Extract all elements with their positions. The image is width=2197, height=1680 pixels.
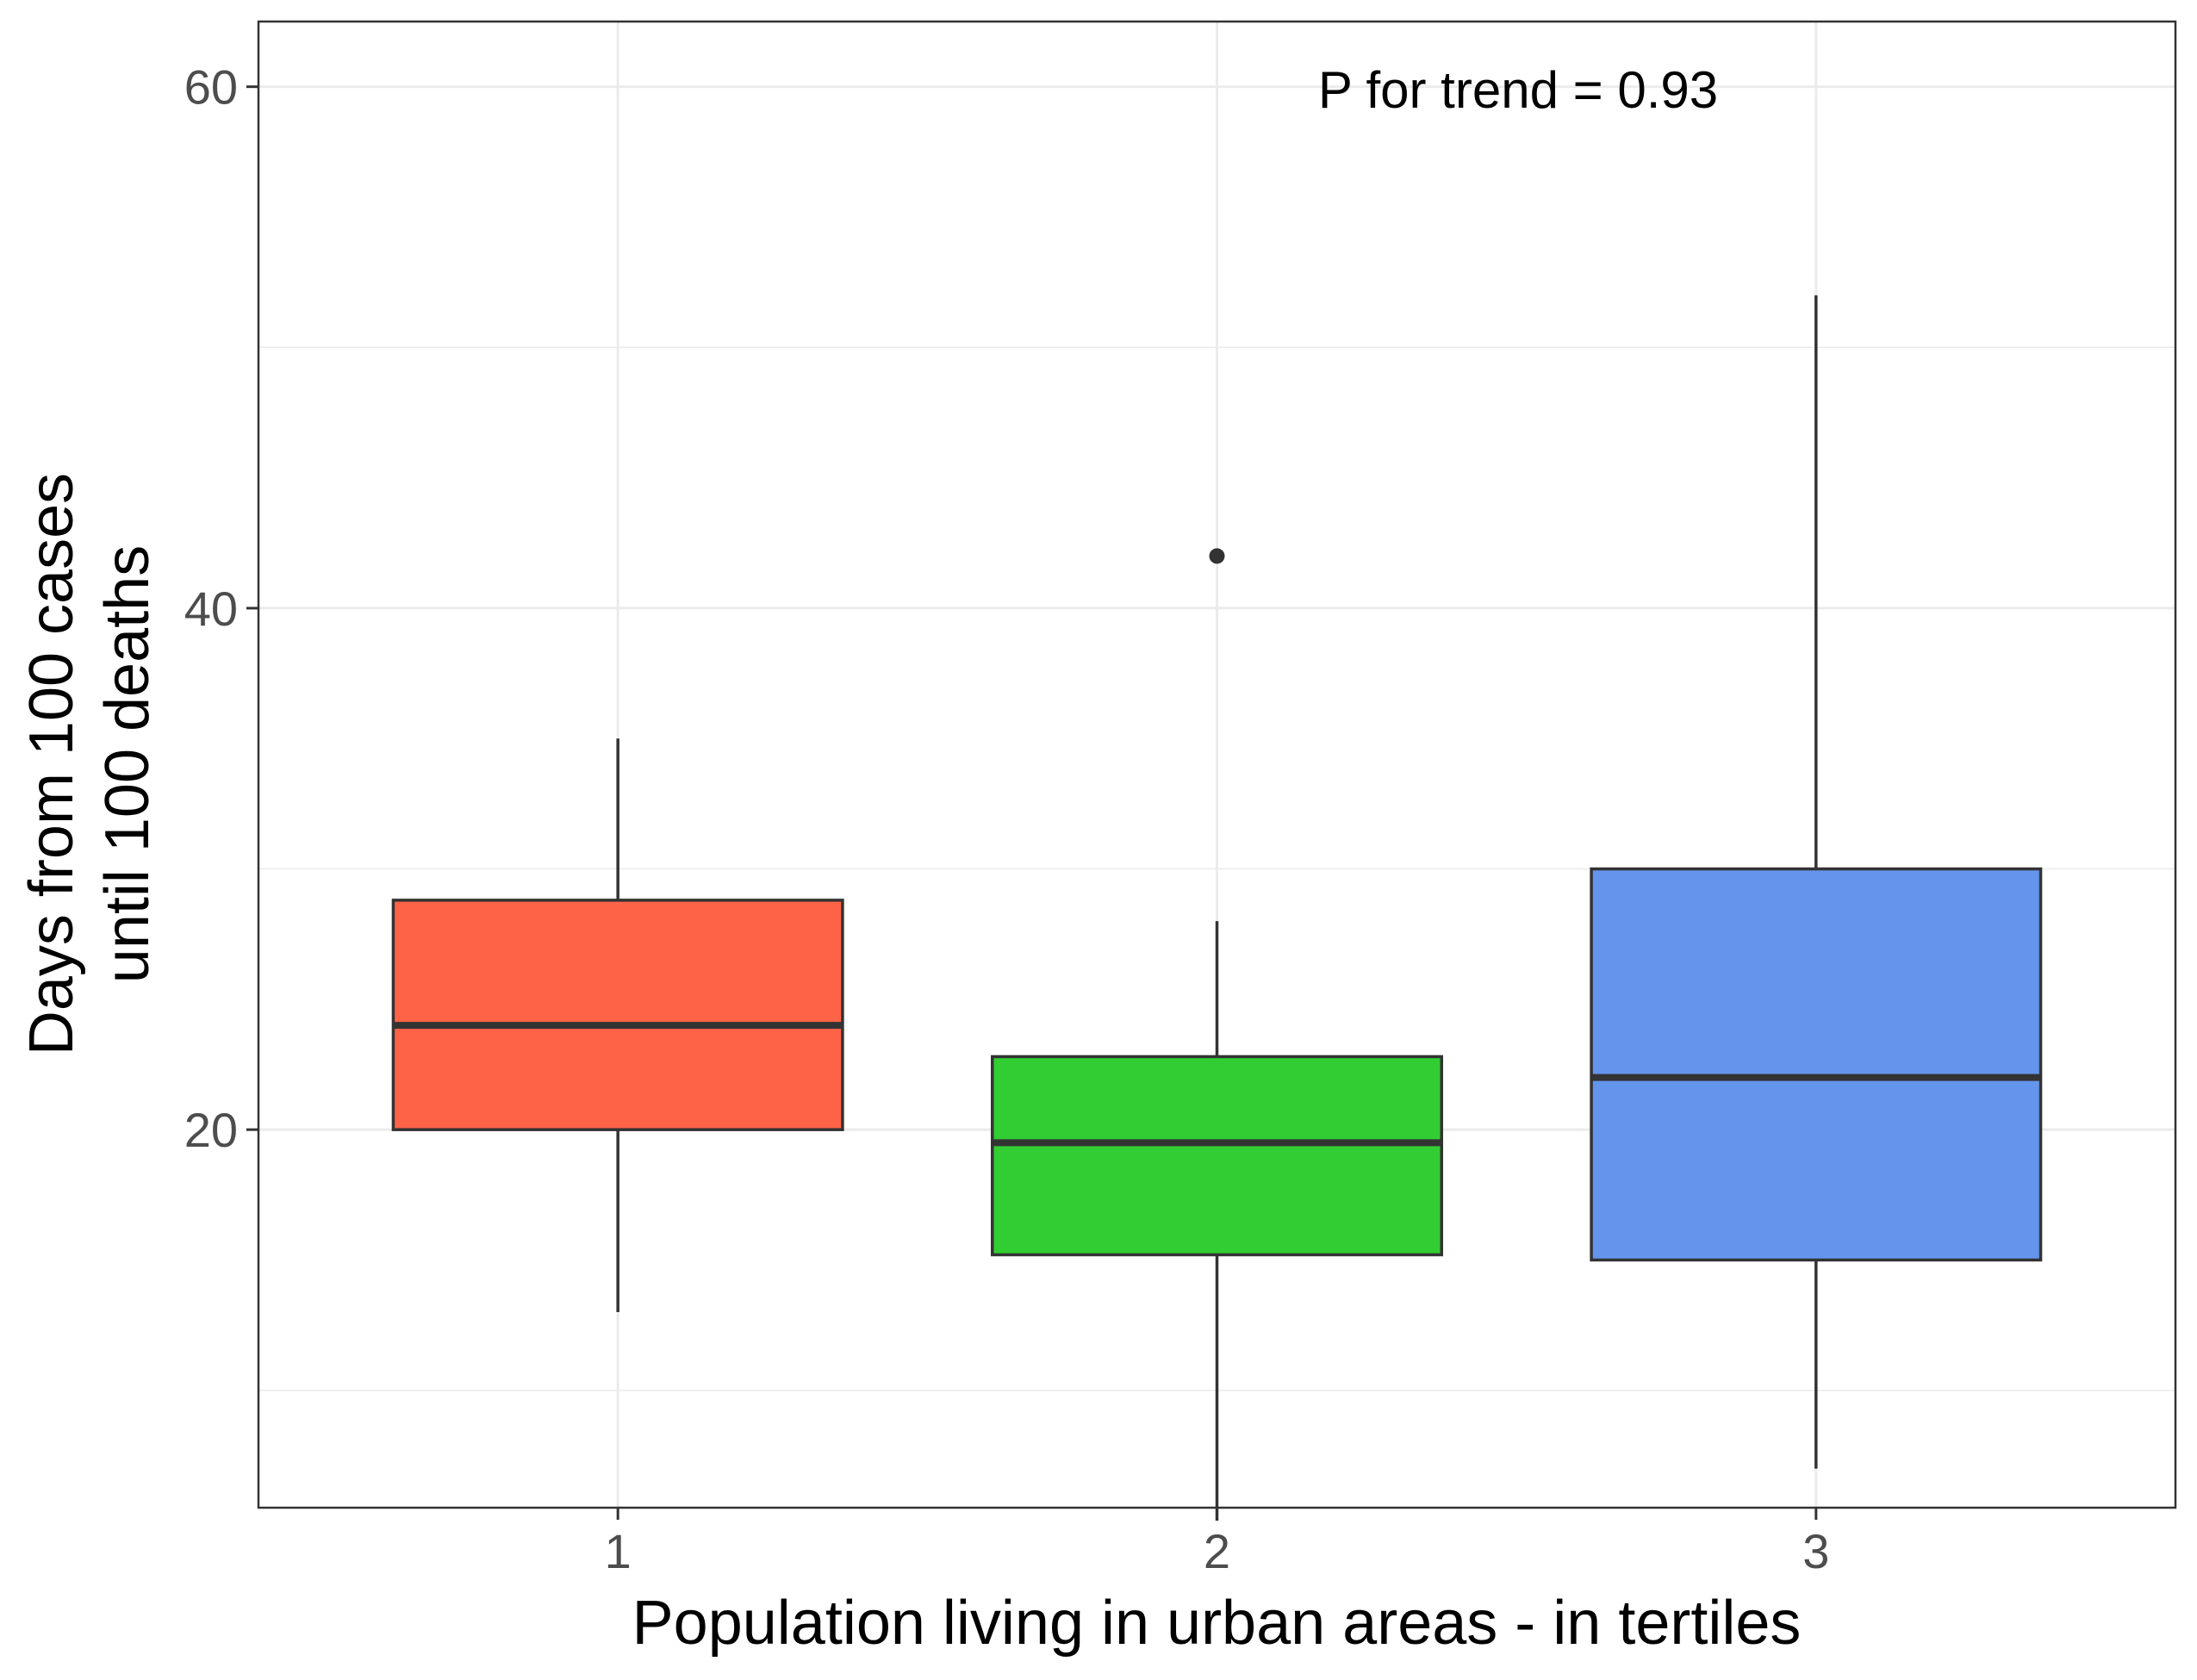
box-group-3 xyxy=(1590,295,2043,1469)
x-tick-label-3: 3 xyxy=(1802,1524,1829,1578)
x-tick-label-2: 2 xyxy=(1204,1524,1230,1578)
x-axis-title: Population living in urban areas - in te… xyxy=(632,1589,1802,1658)
x-tick-label-1: 1 xyxy=(605,1524,632,1578)
y-tick-label-40: 40 xyxy=(184,582,238,636)
y-axis-title-line-2: until 100 deaths xyxy=(93,545,162,983)
boxes xyxy=(391,295,2043,1521)
box-group-2 xyxy=(991,548,1443,1521)
box-3 xyxy=(1590,867,2043,1262)
trend-annotation: P for trend = 0.93 xyxy=(1318,61,1718,119)
y-axis-title-line-1: Days from 100 cases xyxy=(17,473,86,1055)
y-tick-label-60: 60 xyxy=(184,60,238,115)
outlier-point-2-0 xyxy=(1209,548,1225,564)
axes: 20 40 60 1 2 3 xyxy=(184,60,1830,1578)
box-1 xyxy=(391,899,844,1131)
box-2 xyxy=(991,1055,1443,1257)
box-group-1 xyxy=(391,738,844,1313)
y-tick-label-20: 20 xyxy=(184,1103,238,1157)
